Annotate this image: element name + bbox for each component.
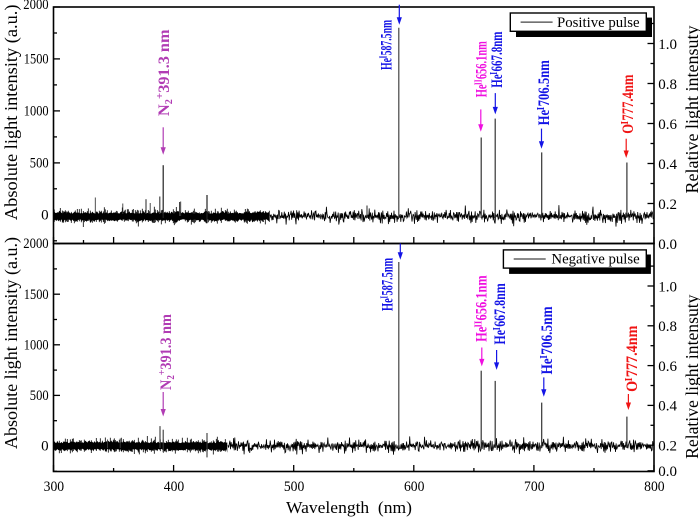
svg-text:400: 400 xyxy=(164,479,185,495)
svg-text:HeI706.5nm: HeI706.5nm xyxy=(535,60,553,125)
svg-text:800: 800 xyxy=(644,479,665,495)
svg-text:1500: 1500 xyxy=(24,52,49,68)
svg-text:0: 0 xyxy=(41,207,49,223)
svg-text:0.2: 0.2 xyxy=(658,439,677,455)
svg-text:600: 600 xyxy=(404,479,425,495)
svg-text:0.0: 0.0 xyxy=(658,464,677,480)
svg-text:0: 0 xyxy=(41,439,49,455)
svg-text:1000: 1000 xyxy=(24,337,49,353)
svg-text:0.4: 0.4 xyxy=(658,157,677,173)
svg-text:0.4: 0.4 xyxy=(658,399,677,415)
svg-text:Wavelength (nm): Wavelength (nm) xyxy=(286,498,412,517)
svg-text:Absolute light intensity (a.u.: Absolute light intensity (a.u.) xyxy=(1,4,22,220)
svg-text:OI777.4nm: OI777.4nm xyxy=(619,75,637,134)
svg-text:HeI587.5nm: HeI587.5nm xyxy=(377,20,395,70)
svg-text:0.6: 0.6 xyxy=(658,359,677,375)
svg-text:0.8: 0.8 xyxy=(658,319,677,335)
svg-text:2000: 2000 xyxy=(23,236,48,252)
svg-text:1.0: 1.0 xyxy=(658,37,677,53)
svg-text:0.2: 0.2 xyxy=(658,197,677,213)
svg-text:500: 500 xyxy=(30,388,49,404)
svg-text:300: 300 xyxy=(44,479,65,495)
svg-text:Absolute light intensity (a.u.: Absolute light intensity (a.u.) xyxy=(1,237,22,449)
svg-text:700: 700 xyxy=(524,479,545,495)
svg-text:Relative light intensuty: Relative light intensuty xyxy=(682,294,700,458)
svg-text:Negative pulse: Negative pulse xyxy=(551,251,640,267)
svg-text:0.6: 0.6 xyxy=(658,117,677,133)
svg-text:0.0: 0.0 xyxy=(658,237,677,253)
svg-text:1000: 1000 xyxy=(24,104,49,120)
svg-text:1500: 1500 xyxy=(24,287,49,303)
svg-text:0.8: 0.8 xyxy=(658,77,677,93)
svg-text:HeI706.5nm: HeI706.5nm xyxy=(538,306,556,374)
svg-text:OI777.4nm: OI777.4nm xyxy=(624,325,642,392)
svg-text:Positive pulse: Positive pulse xyxy=(557,15,640,31)
svg-text:HeII656.1nm: HeII656.1nm xyxy=(472,275,490,342)
svg-text:HeI587.5nm: HeI587.5nm xyxy=(378,258,396,311)
svg-text:500: 500 xyxy=(284,479,305,495)
svg-text:Relative light intensuty: Relative light intensuty xyxy=(682,26,700,194)
svg-text:1.0: 1.0 xyxy=(658,279,677,295)
svg-text:HeI667.8nm: HeI667.8nm xyxy=(488,31,505,88)
svg-text:500: 500 xyxy=(30,156,49,172)
svg-text:HeI667.8nm: HeI667.8nm xyxy=(491,283,510,344)
svg-text:2000: 2000 xyxy=(23,0,48,13)
